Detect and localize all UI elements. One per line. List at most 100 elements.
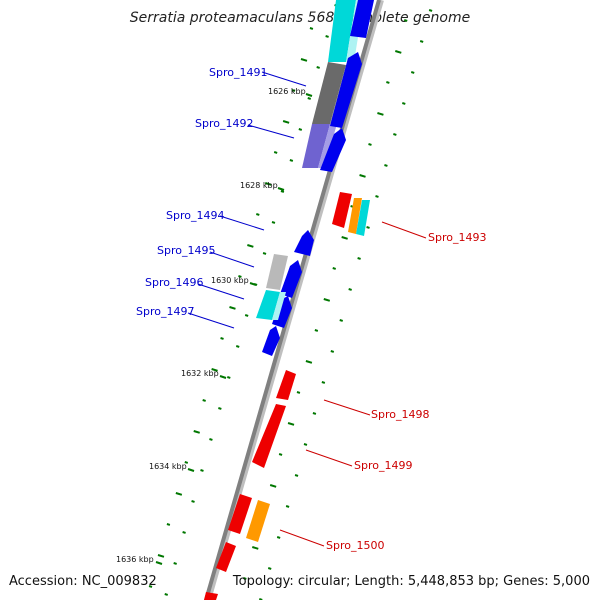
track-dot: [339, 319, 344, 322]
track-dot: [251, 546, 259, 550]
track-dot: [184, 461, 189, 464]
track-dot: [191, 500, 195, 503]
track-dot: [403, 19, 408, 22]
kbp-tick-mark: [277, 187, 285, 191]
gene-label-spro-1497[interactable]: Spro_1497: [136, 305, 194, 318]
track-dot: [285, 505, 290, 508]
track-dot: [357, 257, 361, 260]
track-dot: [287, 422, 295, 426]
track-dot: [298, 128, 303, 131]
gene-label-spro-1494[interactable]: Spro_1494: [166, 209, 224, 222]
track-dot: [282, 120, 290, 124]
track-dot: [262, 252, 267, 255]
track-dot: [229, 306, 236, 310]
track-dot: [307, 97, 312, 100]
gene-label-spro-1493[interactable]: Spro_1493: [428, 231, 486, 244]
track-dot: [314, 329, 319, 332]
gene-label-spro-1499[interactable]: Spro_1499: [354, 459, 412, 472]
feature-purple-shade: [318, 124, 337, 168]
track-dot: [289, 159, 294, 162]
gene-label-spro-1495[interactable]: Spro_1495: [157, 244, 215, 257]
gene-label-spro-1498[interactable]: Spro_1498: [371, 408, 429, 421]
cds-blue-5[interactable]: [280, 260, 302, 298]
track-dot: [300, 58, 308, 62]
track-dot: [157, 554, 165, 558]
gene-label-spro-1492[interactable]: Spro_1492: [195, 117, 253, 130]
track-dot: [395, 50, 402, 54]
kbp-tick-1636: 1636 kbp: [116, 555, 154, 564]
track-dot: [309, 27, 314, 30]
feature-purple[interactable]: [302, 124, 330, 168]
track-dot: [332, 267, 337, 270]
cds-blue-3[interactable]: [320, 128, 346, 172]
cds-red-1500a[interactable]: [228, 494, 252, 534]
kbp-tick-mark: [219, 375, 227, 379]
kbp-tick-1632: 1632 kbp: [181, 369, 219, 378]
cds-red-1500b[interactable]: [216, 542, 236, 572]
feature-cyan-1493[interactable]: [356, 200, 370, 236]
track-dot: [330, 350, 335, 353]
track-dot: [291, 89, 296, 92]
track-dot: [325, 35, 329, 38]
track-dot: [348, 288, 352, 291]
cds-red-1493[interactable]: [332, 192, 352, 228]
kbp-tick-mark: [155, 561, 163, 565]
track-dot: [321, 381, 326, 384]
track-dot: [271, 221, 276, 224]
cds-blue-7[interactable]: [262, 326, 280, 356]
gene-label-spro-1491[interactable]: Spro_1491: [209, 66, 267, 79]
reverse-leaders: [279, 221, 427, 547]
genome-summary-text: Topology: circular; Length: 5,448,853 bp…: [232, 574, 590, 589]
gene-label-spro-1496[interactable]: Spro_1496: [145, 276, 203, 289]
track-dot: [175, 492, 183, 496]
track-dot: [218, 407, 222, 410]
track-dot: [256, 213, 260, 216]
cds-blue-1[interactable]: [350, 0, 374, 38]
track-dot: [148, 585, 153, 588]
cds-red-bottom[interactable]: [204, 592, 218, 600]
track-dot: [166, 523, 171, 526]
track-dot: [220, 337, 224, 340]
track-dot: [384, 164, 388, 167]
track-dot: [393, 133, 397, 136]
accession-text: Accession: NC_009832: [9, 574, 157, 589]
track-dot: [366, 226, 370, 229]
track-dot: [296, 391, 301, 394]
track-dot: [410, 71, 415, 74]
feature-orange-1500[interactable]: [246, 500, 270, 542]
feature-grey-top[interactable]: [312, 62, 346, 124]
track-dot: [209, 438, 213, 441]
feature-cyan-mid[interactable]: [256, 290, 280, 320]
kbp-tick-1628: 1628 kbp: [240, 181, 278, 190]
track-dot: [182, 531, 186, 534]
track-dot: [323, 298, 331, 302]
track-dot: [294, 474, 299, 477]
track-dot: [280, 190, 285, 193]
track-dot: [368, 143, 372, 146]
track-dot: [238, 275, 242, 278]
cds-red-1499[interactable]: [252, 404, 286, 468]
track-dot: [402, 102, 406, 105]
track-dot: [243, 577, 247, 580]
track-dot: [173, 562, 177, 565]
cds-blue-2[interactable]: [330, 52, 362, 128]
track-dot: [244, 314, 249, 317]
track-dot: [375, 195, 379, 198]
kbp-tick-mark: [249, 282, 257, 286]
gene-label-spro-1500[interactable]: Spro_1500: [326, 539, 384, 552]
track-dot: [235, 345, 240, 348]
feature-lightgrey[interactable]: [266, 254, 288, 290]
kbp-tick-1634: 1634 kbp: [149, 462, 187, 471]
feature-cyan-top[interactable]: [328, 0, 356, 62]
cds-blue-4[interactable]: [294, 230, 314, 256]
forward-features: [256, 0, 374, 356]
reverse-features: [204, 192, 370, 600]
track-dot: [193, 430, 201, 434]
kbp-tick-mark: [187, 468, 195, 472]
feature-orange-1493[interactable]: [348, 198, 362, 234]
track-dot: [164, 593, 169, 596]
cds-red-1498[interactable]: [276, 370, 296, 400]
track-dot: [305, 360, 313, 364]
map-title: Serratia proteamaculans 568, complete ge…: [129, 10, 471, 26]
